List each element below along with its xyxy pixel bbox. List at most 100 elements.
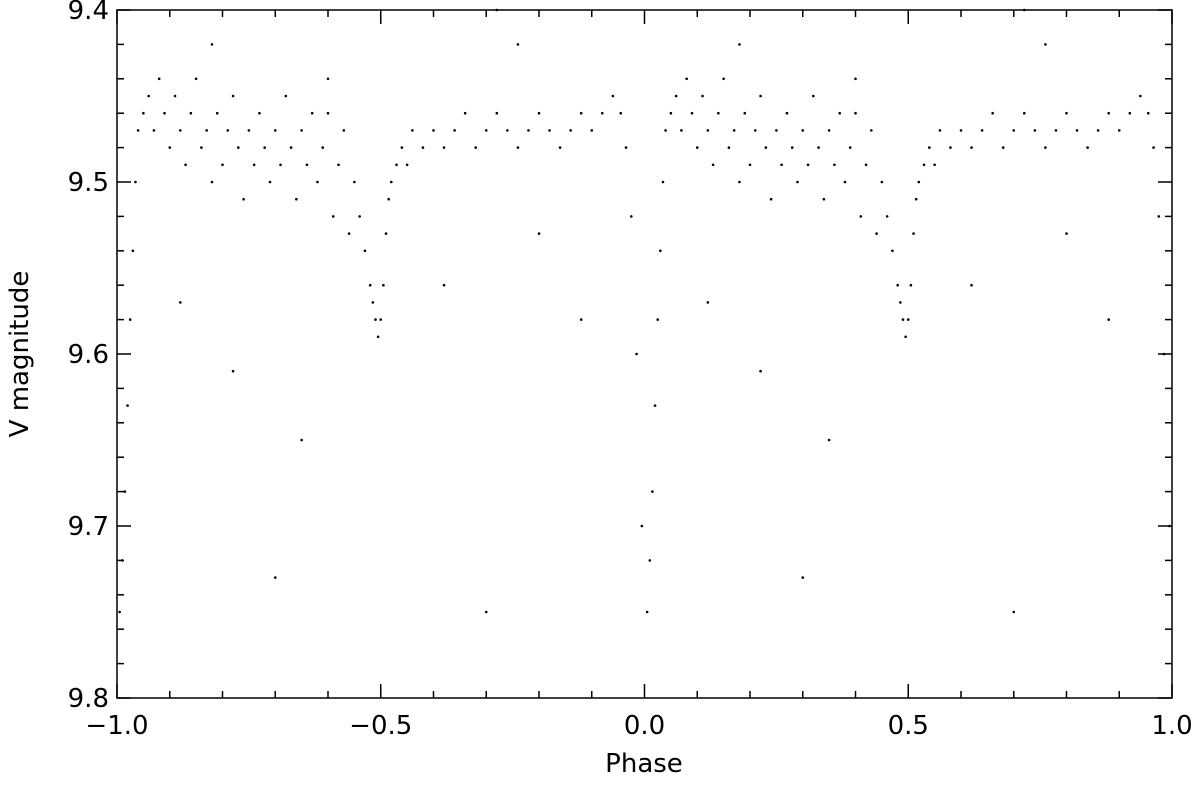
data-point xyxy=(806,163,810,167)
data-point xyxy=(775,129,778,132)
data-point xyxy=(316,180,319,184)
data-point xyxy=(680,129,683,132)
data-point xyxy=(179,301,182,304)
data-point xyxy=(1054,129,1058,132)
data-point xyxy=(147,94,150,98)
x-tick-label: 1.0 xyxy=(1151,711,1192,741)
data-point xyxy=(194,77,198,81)
data-point xyxy=(727,146,731,149)
data-point xyxy=(210,180,214,184)
data-point xyxy=(896,283,899,287)
data-point xyxy=(1023,111,1026,115)
data-point xyxy=(854,77,857,81)
data-point xyxy=(395,163,398,167)
y-tick-label: 9.4 xyxy=(68,0,109,26)
data-point xyxy=(1086,146,1089,149)
data-point xyxy=(909,283,913,287)
data-point xyxy=(411,129,414,132)
data-point xyxy=(833,163,836,167)
data-point xyxy=(432,129,435,132)
data-point xyxy=(1023,8,1026,12)
data-point xyxy=(179,129,182,132)
data-point xyxy=(780,163,783,167)
data-point xyxy=(382,283,385,287)
data-point xyxy=(353,180,356,184)
data-point xyxy=(1001,146,1005,149)
data-point xyxy=(263,146,267,149)
data-point xyxy=(674,94,678,98)
data-point xyxy=(1128,111,1132,115)
data-point xyxy=(875,232,878,235)
data-point xyxy=(1107,111,1110,115)
data-point xyxy=(189,111,193,115)
x-tick-label: −0.5 xyxy=(349,711,412,741)
data-point xyxy=(590,129,594,132)
data-point xyxy=(268,180,272,184)
data-point xyxy=(651,490,654,493)
data-point xyxy=(817,146,820,149)
data-point xyxy=(914,197,918,201)
data-point xyxy=(484,129,488,132)
data-point xyxy=(701,94,704,98)
data-point xyxy=(1168,524,1171,528)
data-point xyxy=(390,180,393,184)
data-point xyxy=(289,146,293,149)
data-point xyxy=(738,43,741,46)
data-point xyxy=(136,129,140,132)
data-point xyxy=(215,111,219,115)
data-point xyxy=(516,146,520,149)
data-point xyxy=(495,8,499,12)
data-point xyxy=(624,146,628,149)
data-point xyxy=(374,318,377,321)
data-point xyxy=(252,163,256,167)
data-point xyxy=(516,43,520,46)
data-point xyxy=(970,283,973,287)
data-point xyxy=(363,249,367,253)
data-point xyxy=(342,129,346,132)
data-point xyxy=(400,146,404,149)
data-point xyxy=(273,576,277,579)
data-point xyxy=(722,77,725,81)
data-point xyxy=(326,77,330,81)
x-tick-label: 0.5 xyxy=(888,711,929,741)
data-point xyxy=(442,283,446,287)
data-point xyxy=(421,146,425,149)
data-point xyxy=(200,146,203,149)
data-point xyxy=(247,129,251,132)
data-point xyxy=(347,232,351,235)
data-point xyxy=(305,163,309,167)
data-point xyxy=(126,404,129,407)
data-point xyxy=(326,111,330,115)
data-point xyxy=(938,129,942,132)
data-point xyxy=(635,352,638,356)
data-point xyxy=(321,146,325,149)
data-point xyxy=(1117,129,1121,132)
data-point xyxy=(870,129,873,132)
data-point xyxy=(1044,43,1047,46)
data-point xyxy=(743,111,747,115)
data-point xyxy=(706,129,710,132)
y-tick-label: 9.5 xyxy=(68,168,109,198)
data-point xyxy=(695,146,699,149)
data-point xyxy=(184,163,187,167)
data-point xyxy=(242,197,245,201)
data-point xyxy=(368,283,372,287)
data-point xyxy=(949,146,952,149)
data-point xyxy=(453,129,456,132)
data-point xyxy=(822,197,826,201)
y-tick-label: 9.7 xyxy=(68,512,109,542)
data-point xyxy=(537,232,541,235)
data-point xyxy=(1162,352,1166,356)
data-point xyxy=(891,249,894,253)
data-point xyxy=(659,249,662,253)
data-point xyxy=(579,318,583,321)
data-point xyxy=(653,404,657,407)
data-point xyxy=(685,77,688,81)
data-point xyxy=(579,111,583,115)
data-point xyxy=(537,111,541,115)
data-point xyxy=(790,146,794,149)
data-point xyxy=(645,610,649,614)
data-point xyxy=(569,129,572,132)
data-point xyxy=(123,490,127,493)
data-point xyxy=(387,197,390,201)
